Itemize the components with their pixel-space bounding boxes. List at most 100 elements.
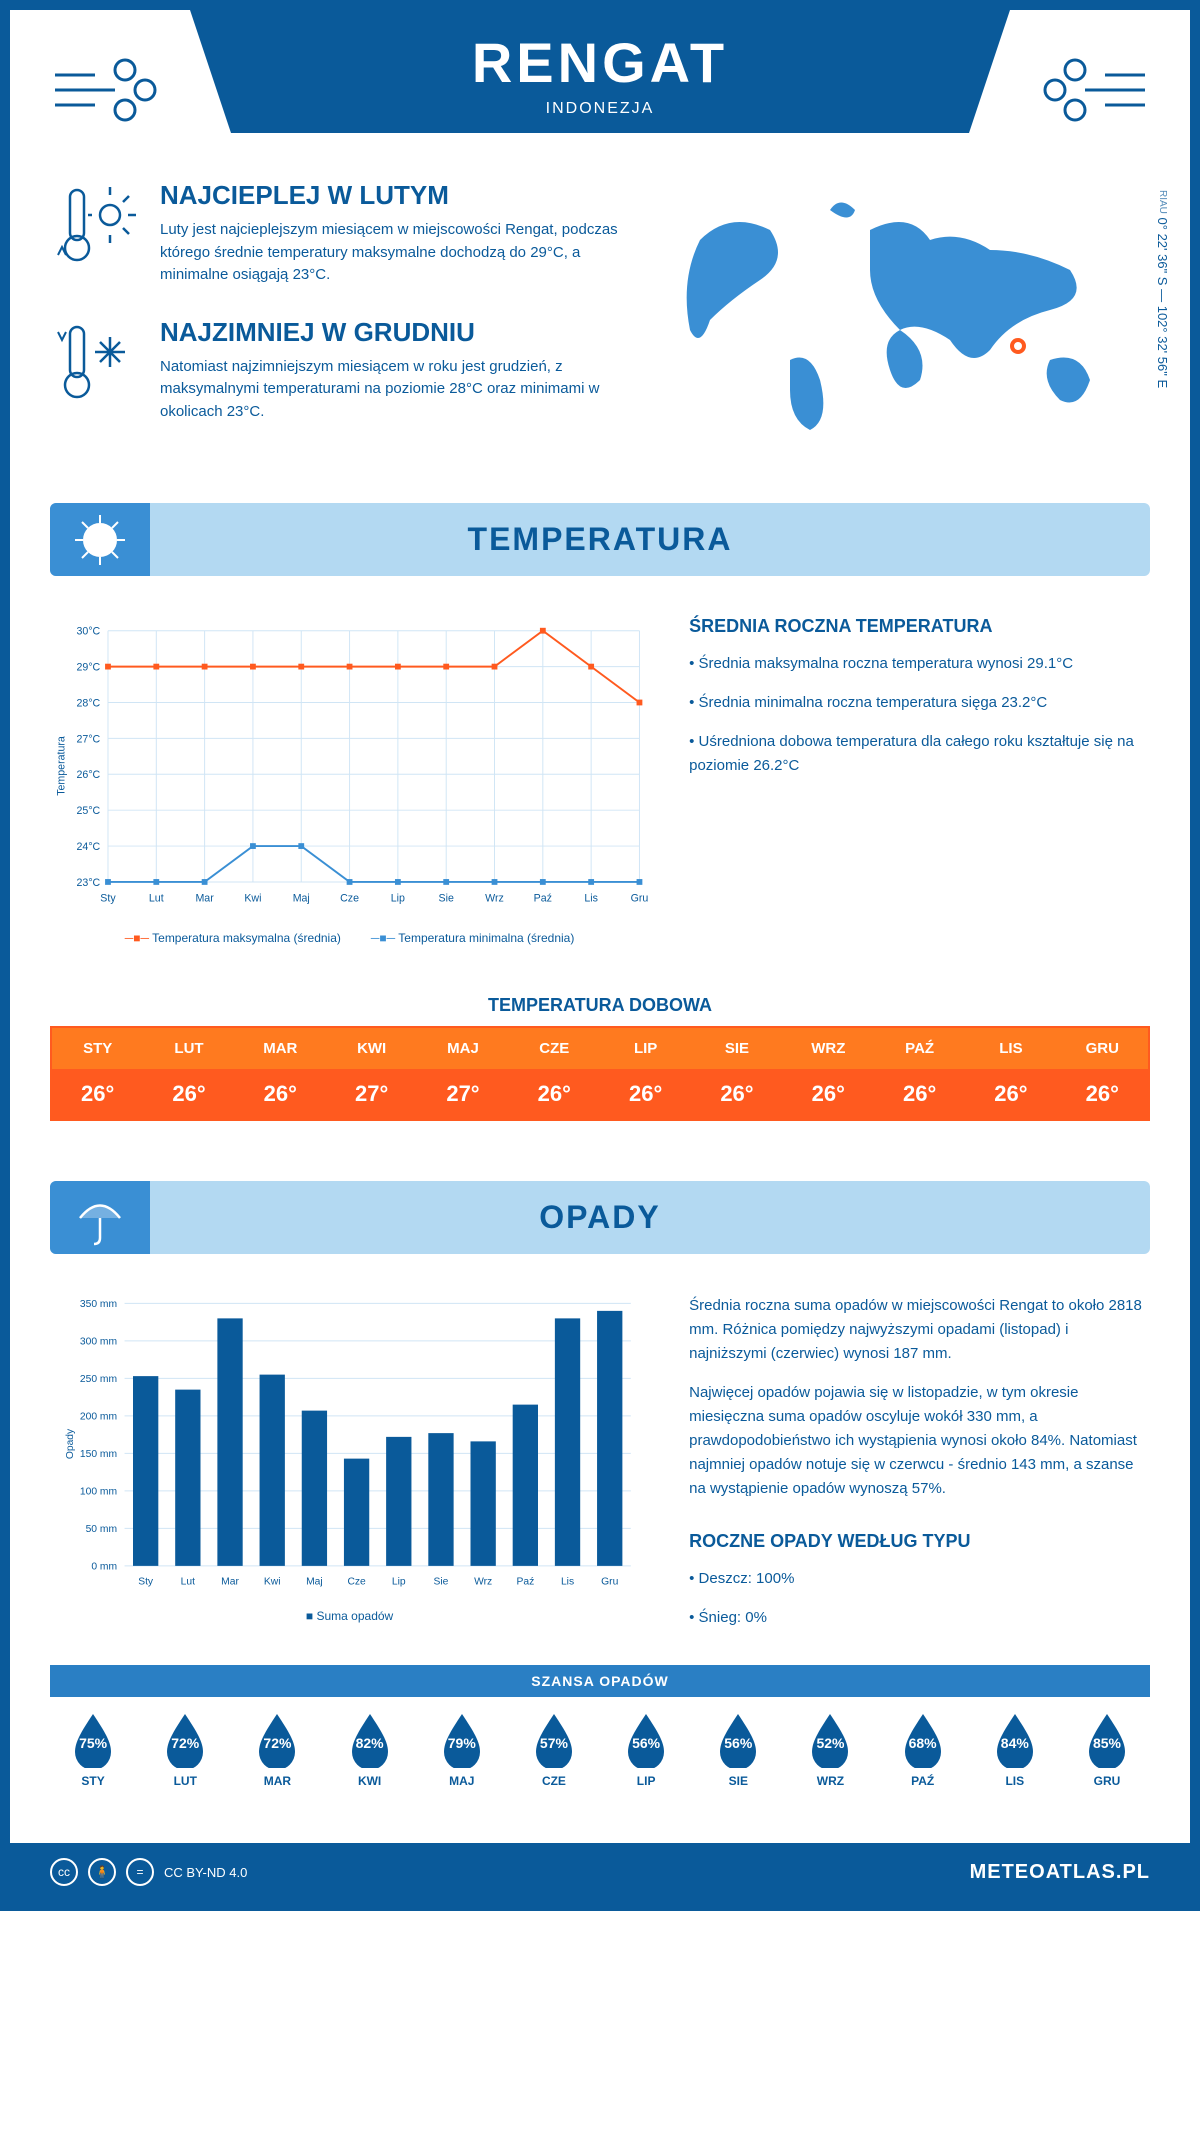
- daily-month: SIE: [691, 1028, 782, 1069]
- chance-item: 84% LIS: [972, 1712, 1058, 1788]
- chance-month: GRU: [1064, 1774, 1150, 1788]
- svg-text:150 mm: 150 mm: [80, 1449, 117, 1460]
- svg-text:300 mm: 300 mm: [80, 1337, 117, 1348]
- coldest-title: NAJZIMNIEJ W GRUDNIU: [160, 317, 620, 348]
- rain-drop-icon: 84%: [991, 1712, 1039, 1768]
- daily-month: LIP: [600, 1028, 691, 1069]
- chance-item: 56% LIP: [603, 1712, 689, 1788]
- latitude: 0° 22' 36" S: [1155, 218, 1170, 286]
- chance-item: 82% KWI: [327, 1712, 413, 1788]
- svg-text:Lis: Lis: [561, 1577, 574, 1588]
- svg-text:Lis: Lis: [584, 892, 598, 904]
- chance-pct: 57%: [540, 1735, 568, 1751]
- chance-title: SZANSA OPADÓW: [50, 1665, 1150, 1697]
- svg-text:Sty: Sty: [138, 1577, 154, 1588]
- daily-value: 27°: [417, 1069, 508, 1119]
- rain-drop-icon: 52%: [806, 1712, 854, 1768]
- chance-row: 75% STY 72% LUT 72% MAR 82% KWI 79% MAJ: [10, 1697, 1190, 1803]
- daily-value: 26°: [509, 1069, 600, 1119]
- precip-rain: • Deszcz: 100%: [689, 1567, 1150, 1591]
- temp-legend: ─■─ Temperatura maksymalna (średnia) ─■─…: [50, 931, 649, 945]
- footer-left: cc 🧍 = CC BY-ND 4.0: [50, 1858, 247, 1886]
- svg-text:26°C: 26°C: [77, 769, 101, 781]
- temperature-title: TEMPERATURA: [468, 521, 733, 557]
- precip-title: OPADY: [539, 1199, 660, 1235]
- coordinates: RIAU 0° 22' 36" S — 102° 32' 56" E: [1155, 190, 1170, 388]
- summary-row: NAJCIEPLEJ W LUTYM Luty jest najcieplejs…: [10, 160, 1190, 473]
- precip-snow: • Śnieg: 0%: [689, 1606, 1150, 1630]
- chance-pct: 84%: [1001, 1735, 1029, 1751]
- daily-month: STY: [52, 1028, 143, 1069]
- svg-text:30°C: 30°C: [77, 626, 101, 638]
- svg-text:24°C: 24°C: [77, 841, 101, 853]
- chance-item: 57% CZE: [511, 1712, 597, 1788]
- site-name: METEOATLAS.PL: [970, 1861, 1150, 1884]
- precip-chart-svg: 0 mm50 mm100 mm150 mm200 mm250 mm300 mm3…: [50, 1294, 649, 1594]
- svg-text:Maj: Maj: [293, 892, 310, 904]
- coldest-text: Natomiast najzimniejszym miesiącem w rok…: [160, 356, 620, 424]
- daily-month: CZE: [509, 1028, 600, 1069]
- daily-value: 26°: [874, 1069, 965, 1119]
- svg-text:25°C: 25°C: [77, 805, 101, 817]
- daily-month: LUT: [143, 1028, 234, 1069]
- rain-drop-icon: 57%: [530, 1712, 578, 1768]
- chance-item: 72% LUT: [142, 1712, 228, 1788]
- wind-right-icon: [1030, 40, 1150, 140]
- svg-text:Cze: Cze: [347, 1577, 366, 1588]
- daily-month: MAR: [235, 1028, 326, 1069]
- svg-text:Gru: Gru: [631, 892, 649, 904]
- legend-max: ─■─ Temperatura maksymalna (średnia): [125, 931, 341, 945]
- rain-drop-icon: 72%: [253, 1712, 301, 1768]
- coldest-block: NAJZIMNIEJ W GRUDNIU Natomiast najzimnie…: [50, 317, 620, 424]
- svg-text:Sty: Sty: [100, 892, 116, 904]
- svg-text:Wrz: Wrz: [474, 1577, 492, 1588]
- daily-value: 26°: [143, 1069, 234, 1119]
- rain-drop-icon: 79%: [438, 1712, 486, 1768]
- daily-value: 26°: [965, 1069, 1056, 1119]
- rain-drop-icon: 75%: [69, 1712, 117, 1768]
- chance-month: MAJ: [419, 1774, 505, 1788]
- svg-text:Maj: Maj: [306, 1577, 323, 1588]
- daily-month: KWI: [326, 1028, 417, 1069]
- chance-pct: 56%: [632, 1735, 660, 1751]
- precip-content: 0 mm50 mm100 mm150 mm200 mm250 mm300 mm3…: [10, 1254, 1190, 1665]
- legend-min: ─■─ Temperatura minimalna (średnia): [371, 931, 574, 945]
- chance-month: SIE: [695, 1774, 781, 1788]
- chance-month: KWI: [327, 1774, 413, 1788]
- temp-side-text: ŚREDNIA ROCZNA TEMPERATURA • Średnia mak…: [689, 616, 1150, 945]
- daily-value: 26°: [783, 1069, 874, 1119]
- daily-month: MAJ: [417, 1028, 508, 1069]
- svg-text:28°C: 28°C: [77, 697, 101, 709]
- avg-daily: • Uśredniona dobowa temperatura dla całe…: [689, 730, 1150, 778]
- svg-text:Lut: Lut: [181, 1577, 195, 1588]
- daily-temp-title: TEMPERATURA DOBOWA: [10, 995, 1190, 1016]
- chance-item: 56% SIE: [695, 1712, 781, 1788]
- umbrella-icon: [50, 1181, 150, 1254]
- svg-text:Paź: Paź: [516, 1577, 534, 1588]
- svg-text:200 mm: 200 mm: [80, 1412, 117, 1423]
- daily-value: 26°: [600, 1069, 691, 1119]
- longitude: 102° 32' 56" E: [1155, 306, 1170, 388]
- daily-value: 26°: [52, 1069, 143, 1119]
- temp-chart-svg: 23°C24°C25°C26°C27°C28°C29°C30°CStyLutMa…: [50, 616, 649, 916]
- chance-month: WRZ: [787, 1774, 873, 1788]
- precip-side-text: Średnia roczna suma opadów w miejscowośc…: [689, 1294, 1150, 1645]
- rain-drop-icon: 68%: [899, 1712, 947, 1768]
- chance-month: LIP: [603, 1774, 689, 1788]
- avg-temp-title: ŚREDNIA ROCZNA TEMPERATURA: [689, 616, 1150, 637]
- chance-item: 85% GRU: [1064, 1712, 1150, 1788]
- precip-text-2: Najwięcej opadów pojawia się w listopadz…: [689, 1381, 1150, 1501]
- svg-text:Kwi: Kwi: [264, 1577, 281, 1588]
- chance-pct: 75%: [79, 1735, 107, 1751]
- warmest-text: Luty jest najcieplejszym miesiącem w mie…: [160, 219, 620, 287]
- chance-pct: 82%: [356, 1735, 384, 1751]
- svg-text:Cze: Cze: [340, 892, 359, 904]
- country-subtitle: INDONEZJA: [190, 100, 1010, 118]
- daily-month: WRZ: [783, 1028, 874, 1069]
- chance-item: 68% PAŹ: [880, 1712, 966, 1788]
- sun-icon: [50, 503, 150, 576]
- temperature-header: TEMPERATURA: [50, 503, 1150, 576]
- title-block: RENGAT INDONEZJA: [190, 10, 1010, 133]
- svg-text:50 mm: 50 mm: [86, 1524, 117, 1535]
- daily-month: LIS: [965, 1028, 1056, 1069]
